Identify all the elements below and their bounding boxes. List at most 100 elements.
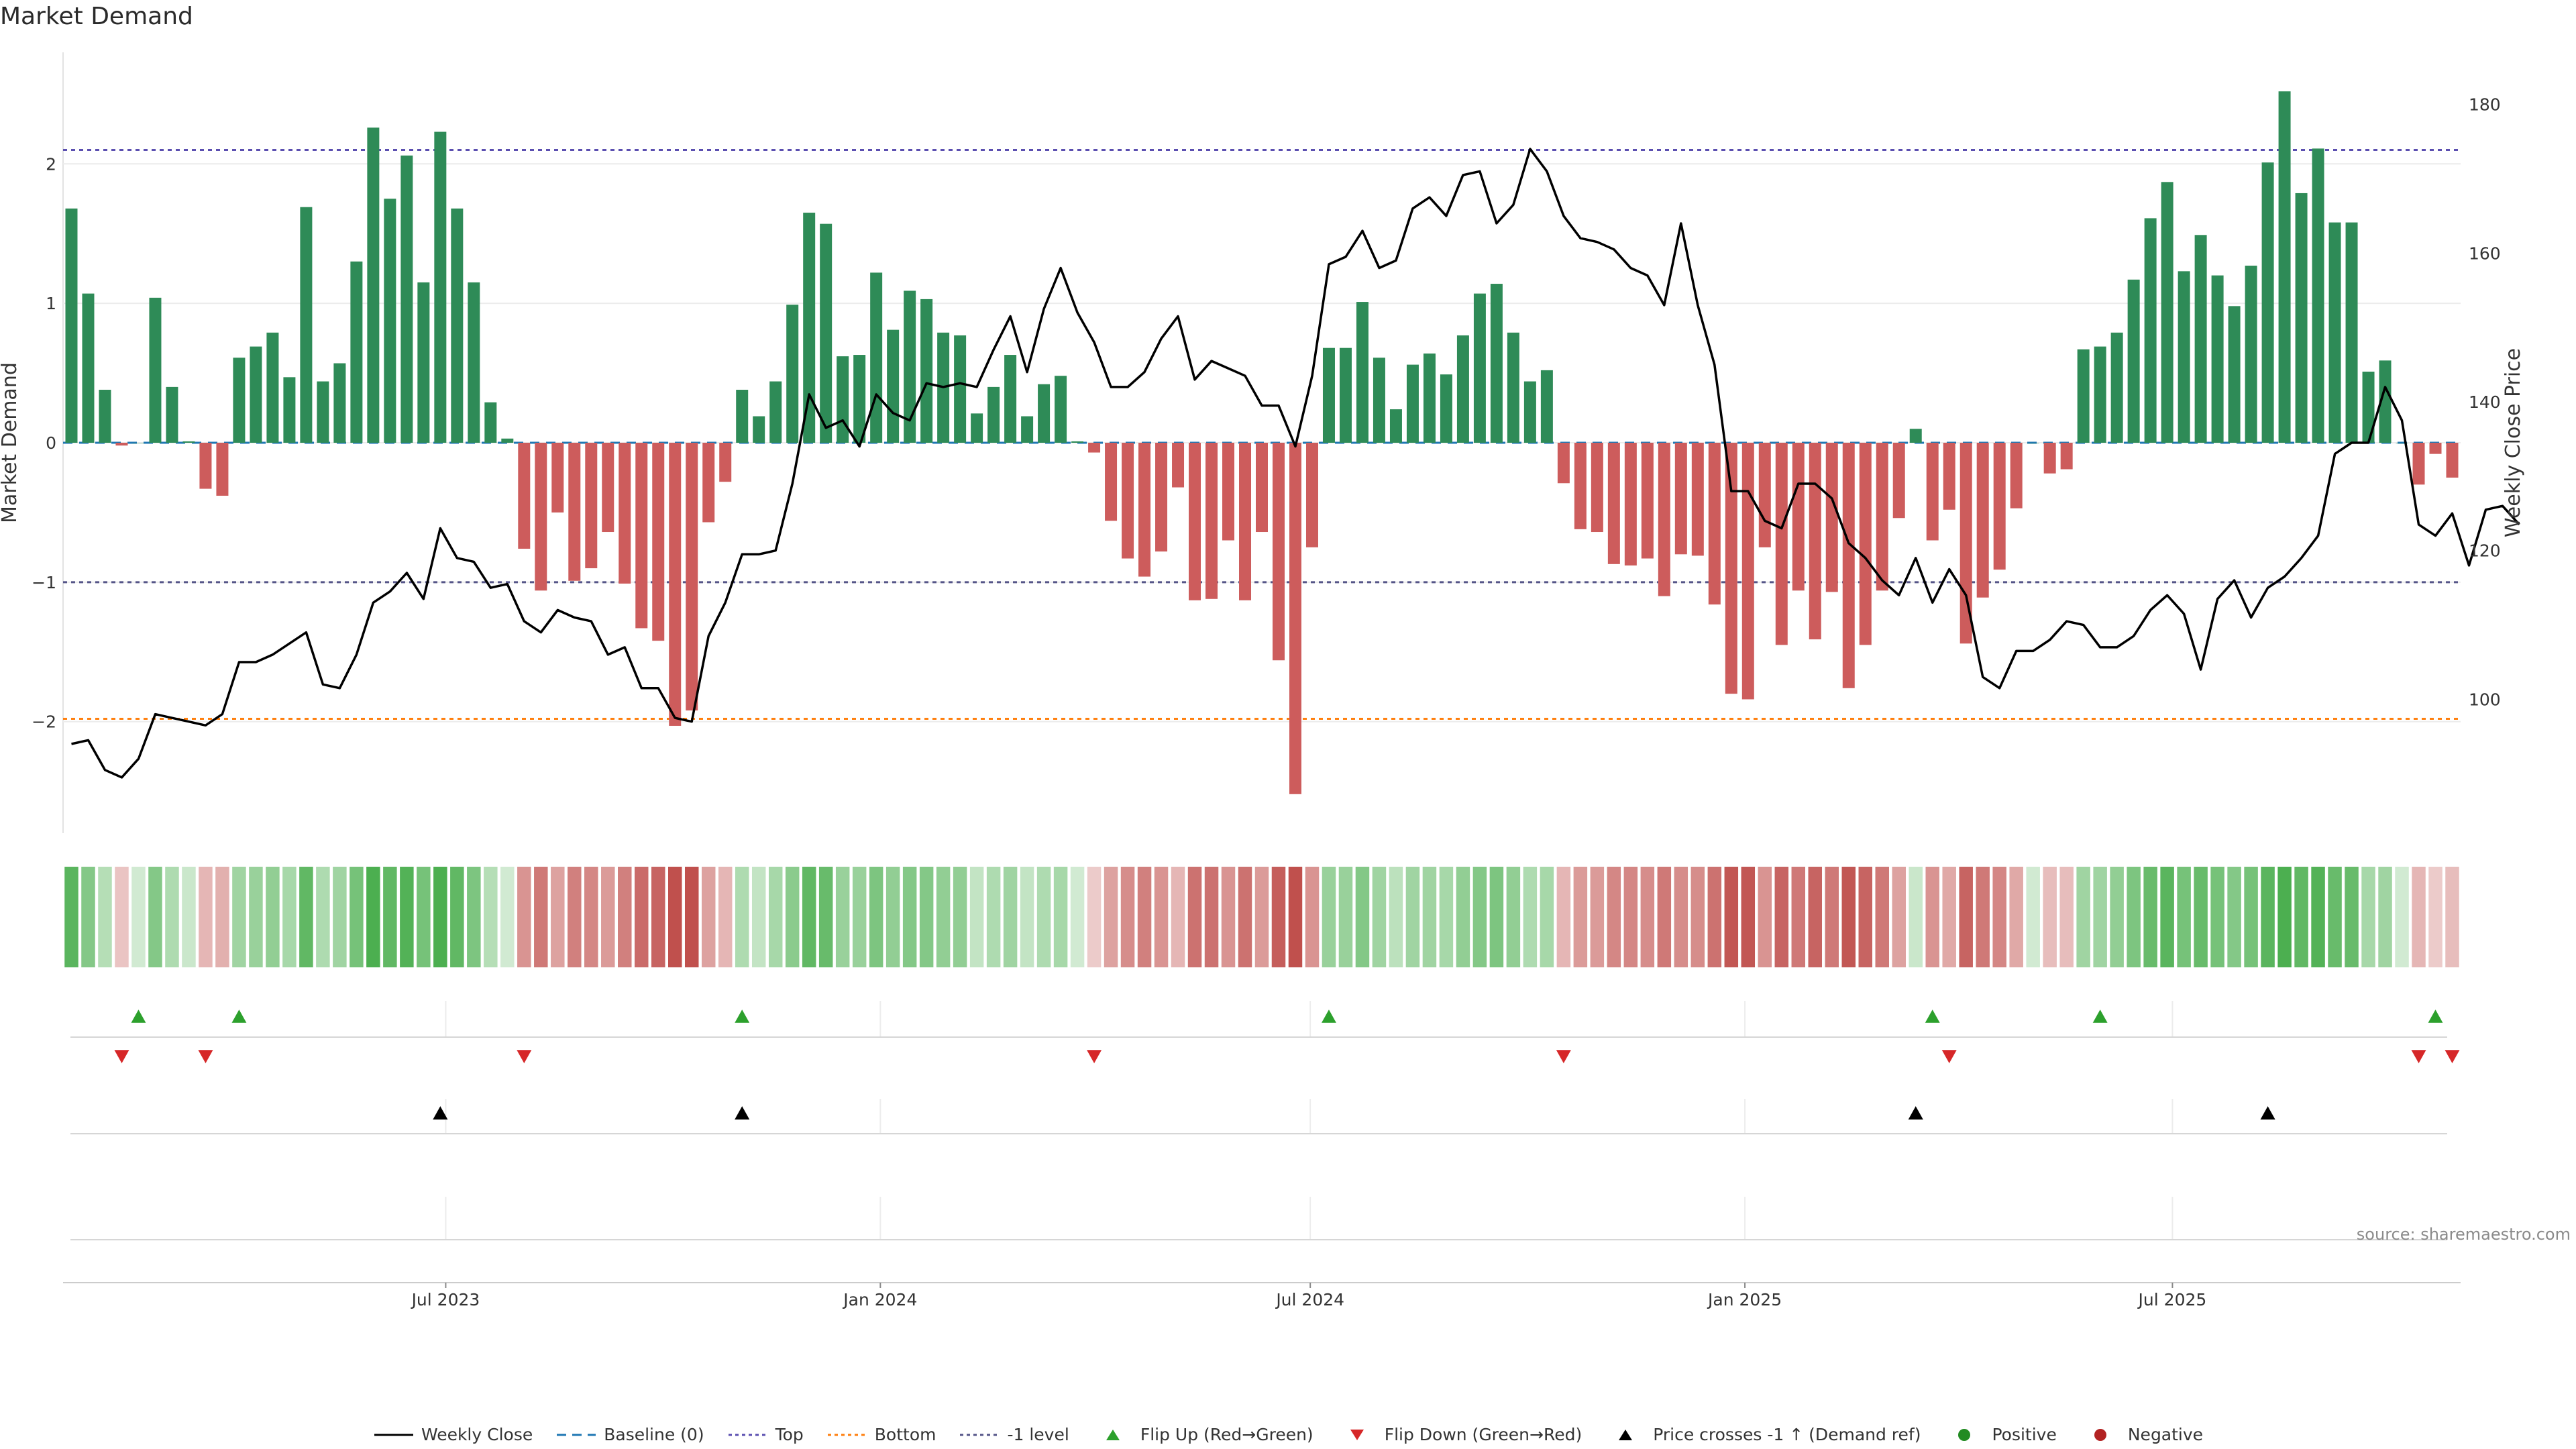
demand-bar-positive	[367, 127, 380, 443]
heat-cell	[266, 867, 280, 967]
heat-cell	[1020, 867, 1034, 967]
heat-cell	[417, 867, 431, 967]
demand-bar-positive	[2178, 271, 2190, 443]
legend-label: Top	[775, 1425, 804, 1444]
demand-bar-positive	[2312, 148, 2324, 443]
demand-bar-negative	[568, 443, 581, 581]
demand-bar-positive	[400, 155, 413, 443]
demand-bar-negative	[1691, 443, 1704, 556]
demand-bar-positive	[468, 282, 480, 443]
demand-bar-positive	[1423, 353, 1436, 443]
demand-bar-positive	[1389, 409, 1402, 443]
heat-cell	[1657, 867, 1672, 967]
left-y-tick-label: −1	[32, 573, 56, 592]
legend-label: Negative	[2127, 1425, 2204, 1444]
heat-cell	[1791, 867, 1806, 967]
heat-cell	[1053, 867, 1068, 967]
heat-cell	[1238, 867, 1252, 967]
heat-cell	[1573, 867, 1588, 967]
demand-bar-negative	[1289, 443, 1301, 794]
demand-bar-negative	[1993, 443, 2006, 570]
demand-bar-negative	[1876, 443, 1888, 591]
heat-cell	[2412, 867, 2426, 967]
demand-bar-positive	[99, 390, 111, 443]
negative-legend-symbol	[2094, 1428, 2106, 1441]
heat-cell	[2311, 867, 2325, 967]
demand-bar-negative	[1624, 443, 1637, 566]
left-y-tick-label: −2	[32, 712, 56, 732]
heat-cell	[115, 867, 129, 967]
heat-cell	[1506, 867, 1521, 967]
heat-cell	[953, 867, 967, 967]
heat-cell	[1942, 867, 1956, 967]
legend-item-negative: Negative	[2080, 1425, 2203, 1444]
heat-cell	[718, 867, 733, 967]
heat-cell	[1120, 867, 1135, 967]
demand-bar-negative	[1825, 443, 1838, 592]
heat-cell	[2127, 867, 2141, 967]
demand-bar-positive	[2295, 193, 2308, 443]
demand-bar-positive	[786, 305, 799, 443]
demand-bar-positive	[1322, 347, 1335, 443]
heat-cell	[1355, 867, 1370, 967]
heat-cell	[1221, 867, 1236, 967]
right-y-tick-label: 160	[2469, 244, 2501, 263]
demand-bar-positive	[82, 293, 95, 443]
legend-item-baseline: Baseline (0)	[555, 1425, 704, 1444]
price-cross-marker	[433, 1106, 448, 1120]
demand-bar-positive	[451, 208, 464, 443]
heat-cell	[2378, 867, 2392, 967]
heat-cell	[1137, 867, 1152, 967]
demand-bar-positive	[2328, 222, 2341, 443]
demand-bar-negative	[1138, 443, 1151, 577]
demand-bar-negative	[1775, 443, 1788, 645]
heat-cell	[2160, 867, 2174, 967]
flip-down-marker	[2445, 1050, 2460, 1063]
demand-bar-negative	[1859, 443, 1872, 645]
heat-cell	[249, 867, 263, 967]
demand-bar-negative	[216, 443, 229, 496]
demand-bar-positive	[853, 355, 866, 443]
heat-cell	[1187, 867, 1202, 967]
demand-bar-negative	[1842, 443, 1855, 688]
demand-bar-negative	[199, 443, 212, 489]
heat-cell	[1640, 867, 1655, 967]
heat-cell	[651, 867, 665, 967]
demand-bar-positive	[820, 223, 833, 443]
flip-down-marker	[1941, 1050, 1957, 1063]
heat-cell	[1036, 867, 1051, 967]
price-cross-marker	[1908, 1106, 1923, 1120]
heat-cell	[818, 867, 833, 967]
legend-item-minus-one: -1 level	[959, 1425, 1069, 1444]
demand-bar-negative	[1205, 443, 1218, 599]
left-y-ticks: −2 −1 0 1 2	[32, 154, 56, 731]
legend-item-weekly-close: Weekly Close	[373, 1425, 533, 1444]
heat-cell	[232, 867, 246, 967]
right-y-tick-label: 140	[2469, 392, 2501, 412]
demand-bar-positive	[2161, 182, 2174, 443]
demand-bar-positive	[1456, 335, 1469, 443]
demand-bar-positive	[2211, 275, 2224, 443]
legend-item-price-cross: Price crosses -1 ↑ (Demand ref)	[1605, 1425, 1921, 1444]
heat-cell	[2043, 867, 2057, 967]
demand-bar-positive	[2094, 346, 2106, 443]
demand-bar-positive	[266, 332, 279, 443]
demand-bar-positive	[2362, 371, 2375, 443]
right-y-tick-label: 120	[2469, 541, 2501, 561]
heat-cell	[684, 867, 699, 967]
heat-cell	[2093, 867, 2107, 967]
heat-cell	[500, 867, 515, 967]
heat-cell	[835, 867, 850, 967]
heat-cell	[1338, 867, 1353, 967]
legend-item-positive: Positive	[1943, 1425, 2057, 1444]
demand-bar-positive	[233, 358, 246, 443]
demand-bar-positive	[769, 381, 782, 443]
demand-bar-positive	[484, 402, 497, 443]
demand-bar-positive	[2077, 349, 2090, 443]
chart-legend: Weekly Close Baseline (0) Top Bottom -1 leve…	[0, 1425, 2576, 1444]
demand-bar-positive	[149, 297, 162, 443]
demand-bar-negative	[635, 443, 648, 629]
heat-cell	[1892, 867, 1906, 967]
flip-down-marker	[1556, 1050, 1571, 1063]
